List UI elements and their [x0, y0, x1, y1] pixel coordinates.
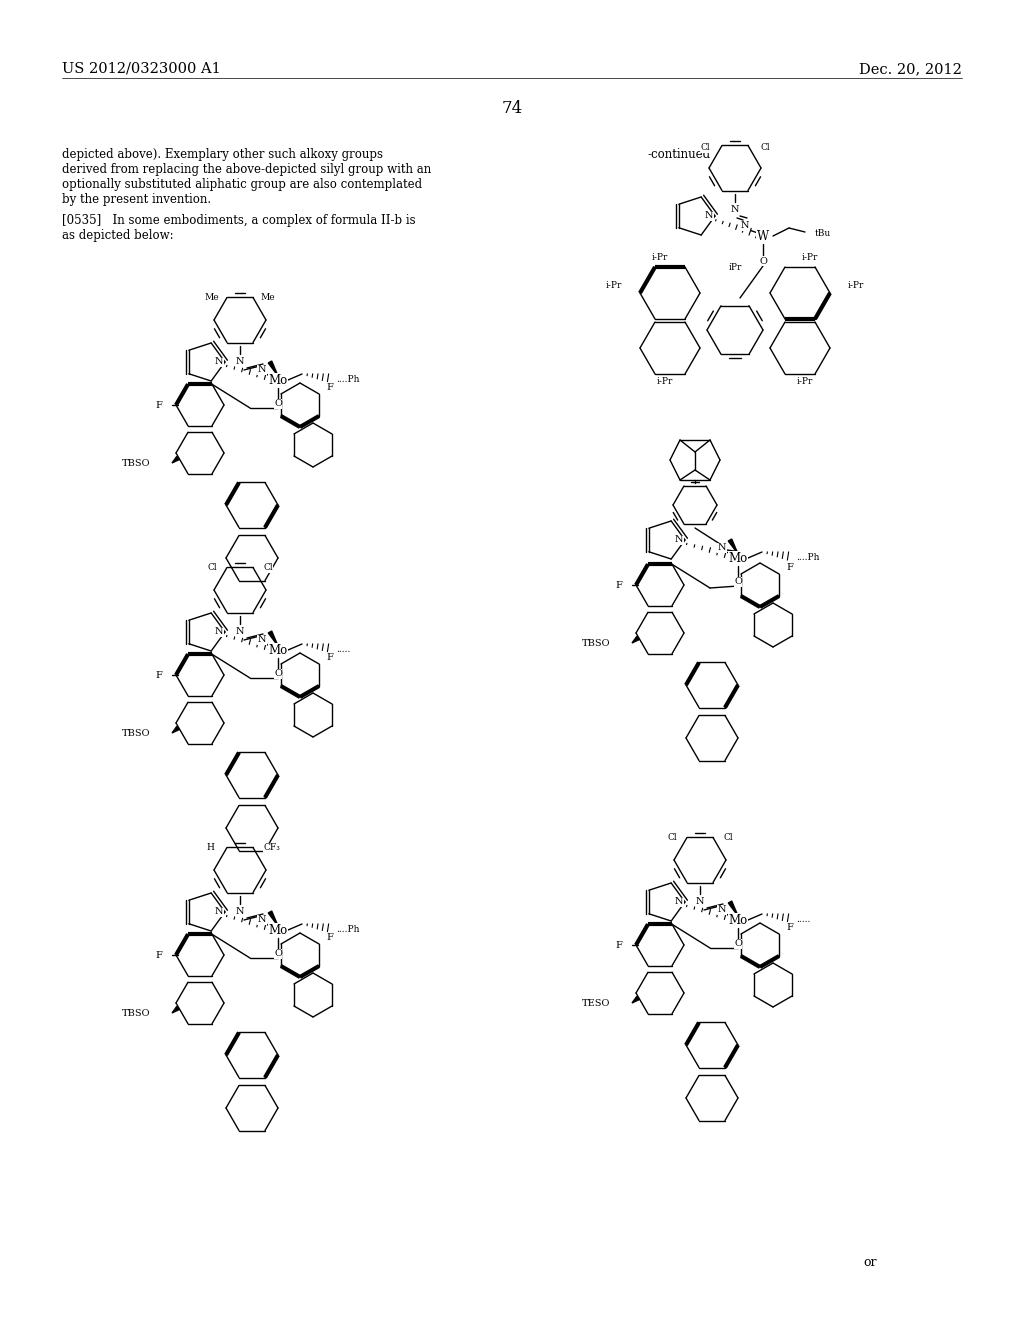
Text: TBSO: TBSO	[122, 458, 150, 467]
Text: F: F	[327, 652, 334, 661]
Text: F: F	[615, 940, 622, 949]
Polygon shape	[268, 631, 278, 645]
Text: TBSO: TBSO	[122, 1008, 150, 1018]
Text: F: F	[155, 671, 162, 680]
Text: by the present invention.: by the present invention.	[62, 193, 211, 206]
Text: N: N	[215, 908, 223, 916]
Text: F: F	[155, 400, 162, 409]
Polygon shape	[172, 1006, 179, 1012]
Text: N: N	[258, 366, 266, 375]
Text: [0535]   In some embodiments, a complex of formula II-b is: [0535] In some embodiments, a complex of…	[62, 214, 416, 227]
Text: Mo: Mo	[268, 644, 288, 656]
Text: tBu: tBu	[815, 230, 831, 239]
Text: .....: .....	[796, 915, 810, 924]
Text: N: N	[675, 536, 683, 544]
Text: Me: Me	[205, 293, 219, 302]
Text: N: N	[236, 358, 245, 367]
Text: US 2012/0323000 A1: US 2012/0323000 A1	[62, 62, 221, 77]
Text: O: O	[734, 940, 742, 949]
Text: Cl: Cl	[263, 564, 272, 573]
Text: as depicted below:: as depicted below:	[62, 228, 174, 242]
Text: or: or	[863, 1255, 877, 1269]
Polygon shape	[268, 911, 278, 927]
Text: N: N	[258, 916, 266, 924]
Text: ....Ph: ....Ph	[796, 553, 819, 561]
Text: 74: 74	[502, 100, 522, 117]
Text: N: N	[258, 635, 266, 644]
Text: derived from replacing the above-depicted silyl group with an: derived from replacing the above-depicte…	[62, 162, 431, 176]
Text: Cl: Cl	[700, 144, 710, 153]
Text: Dec. 20, 2012: Dec. 20, 2012	[859, 62, 962, 77]
Text: W: W	[757, 230, 769, 243]
Text: N: N	[718, 544, 726, 553]
Text: ....Ph: ....Ph	[336, 375, 359, 384]
Text: H: H	[206, 843, 214, 853]
Polygon shape	[728, 539, 738, 554]
Text: N: N	[740, 222, 750, 231]
Polygon shape	[632, 997, 639, 1003]
Text: i-Pr: i-Pr	[797, 376, 813, 385]
Text: i-Pr: i-Pr	[656, 376, 673, 385]
Text: F: F	[615, 581, 622, 590]
Text: F: F	[327, 383, 334, 392]
Polygon shape	[632, 636, 639, 643]
Text: N: N	[236, 908, 245, 916]
Text: N: N	[215, 358, 223, 367]
Text: F: F	[155, 950, 162, 960]
Text: Mo: Mo	[728, 913, 748, 927]
Polygon shape	[172, 457, 179, 463]
Text: Me: Me	[261, 293, 275, 302]
Text: N: N	[236, 627, 245, 636]
Text: .....: .....	[336, 644, 350, 653]
Text: O: O	[274, 949, 282, 958]
Polygon shape	[268, 360, 278, 376]
Text: i-Pr: i-Pr	[652, 253, 669, 263]
Text: i-Pr: i-Pr	[605, 281, 622, 289]
Text: Mo: Mo	[268, 924, 288, 936]
Text: i-Pr: i-Pr	[802, 253, 818, 263]
Text: depicted above). Exemplary other such alkoxy groups: depicted above). Exemplary other such al…	[62, 148, 383, 161]
Text: CF₃: CF₃	[263, 843, 281, 853]
Text: O: O	[734, 578, 742, 586]
Text: optionally substituted aliphatic group are also contemplated: optionally substituted aliphatic group a…	[62, 178, 422, 191]
Text: N: N	[718, 906, 726, 915]
Text: Cl: Cl	[760, 144, 770, 153]
Text: Cl: Cl	[668, 833, 677, 842]
Text: Mo: Mo	[728, 552, 748, 565]
Text: -continued: -continued	[648, 148, 711, 161]
Text: i-Pr: i-Pr	[848, 281, 864, 289]
Text: F: F	[786, 923, 794, 932]
Text: Cl: Cl	[723, 833, 733, 842]
Text: O: O	[759, 256, 767, 265]
Text: TBSO: TBSO	[582, 639, 610, 648]
Text: iPr: iPr	[728, 264, 741, 272]
Polygon shape	[728, 902, 738, 916]
Text: Cl: Cl	[207, 564, 217, 573]
Text: N: N	[731, 206, 739, 214]
Text: ....Ph: ....Ph	[336, 924, 359, 933]
Text: TESO: TESO	[582, 998, 610, 1007]
Text: O: O	[274, 400, 282, 408]
Text: Mo: Mo	[268, 374, 288, 387]
Text: TBSO: TBSO	[122, 729, 150, 738]
Text: N: N	[705, 211, 714, 220]
Polygon shape	[172, 726, 179, 733]
Text: N: N	[215, 627, 223, 636]
Text: N: N	[675, 898, 683, 907]
Text: F: F	[327, 932, 334, 941]
Text: N: N	[695, 898, 705, 907]
Text: F: F	[786, 562, 794, 572]
Text: O: O	[274, 669, 282, 678]
